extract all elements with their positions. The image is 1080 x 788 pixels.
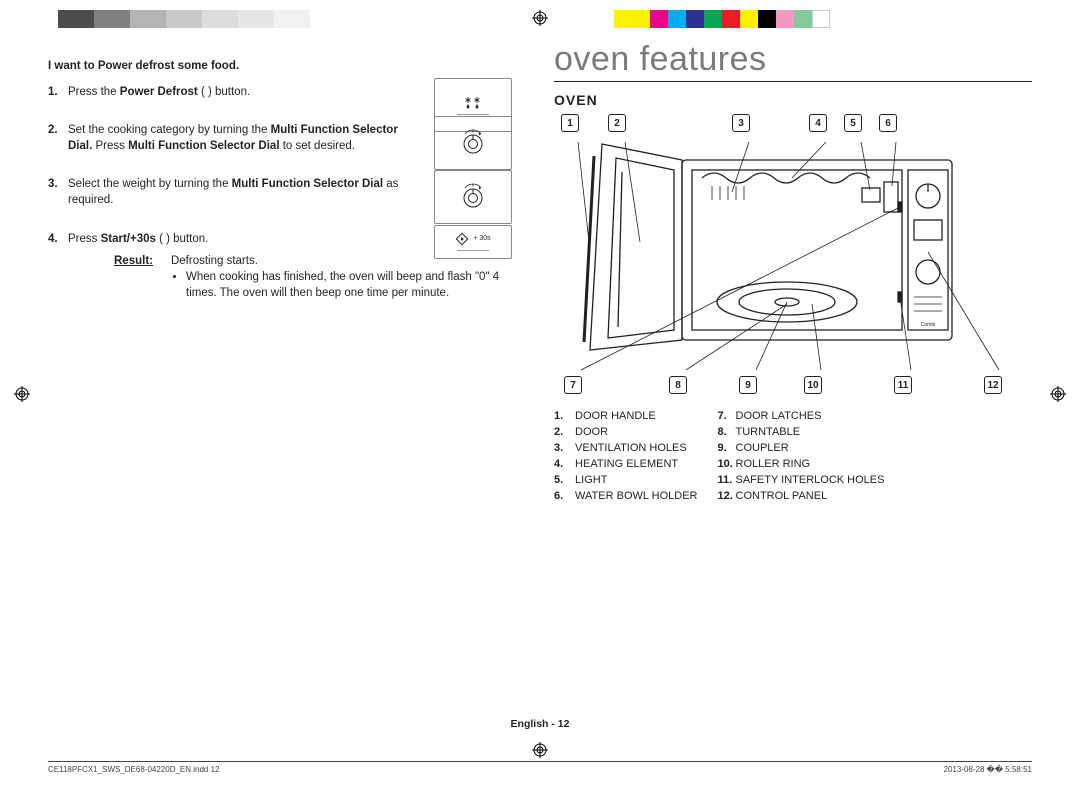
callout-2: 2	[608, 114, 626, 132]
part-item: 8.TURNTABLE	[718, 426, 885, 438]
svg-text:h: h	[472, 184, 474, 188]
result-label: Result:	[114, 253, 153, 269]
callout-11: 11	[894, 376, 912, 394]
start-diamond-icon	[455, 232, 469, 246]
callout-5: 5	[844, 114, 862, 132]
step-2: 2. Set the cooking category by turning t…	[48, 122, 526, 154]
indd-file: CE118PFCX1_SWS_DE68-04220D_EN.indd 12	[48, 765, 220, 774]
part-item: 3. VENTILATION HOLES	[554, 442, 698, 454]
section-title: oven features	[554, 40, 1032, 82]
callout-8: 8	[669, 376, 687, 394]
step-3: 3. Select the weight by turning the Mult…	[48, 176, 526, 208]
part-item: 2. DOOR	[554, 426, 698, 438]
instructions-heading: I want to Power defrost some food.	[48, 58, 526, 74]
part-item: 5. LIGHT	[554, 474, 698, 486]
callout-1: 1	[561, 114, 579, 132]
callout-9: 9	[739, 376, 757, 394]
dial-icon-box-1: h	[434, 116, 512, 170]
calibration-swatches-left	[58, 10, 310, 28]
parts-list-left: 1. DOOR HANDLE 2. DOOR 3. VENTILATION HOLE…	[554, 410, 698, 506]
callout-6: 6	[879, 114, 897, 132]
part-item: 6. WATER BOWL HOLDER	[554, 490, 698, 502]
oven-diagram: 123456	[554, 114, 1032, 404]
part-item: 10.ROLLER RING	[718, 458, 885, 470]
dial-icon: h	[459, 129, 487, 157]
dial-icon-box-2: h	[434, 170, 512, 224]
parts-list-right: 7.DOOR LATCHES 8.TURNTABLE 9.COUPLER 10.ROL…	[718, 410, 885, 506]
callout-4: 4	[809, 114, 827, 132]
svg-text:h: h	[472, 130, 474, 134]
callout-3: 3	[732, 114, 750, 132]
svg-text:Combi: Combi	[921, 322, 935, 328]
registration-mark-top	[532, 10, 548, 26]
registration-mark-bottom	[532, 742, 548, 758]
part-item: 7.DOOR LATCHES	[718, 410, 885, 422]
callout-10: 10	[804, 376, 822, 394]
indesign-slug: CE118PFCX1_SWS_DE68-04220D_EN.indd 12 20…	[48, 761, 1032, 774]
dial-icon: h	[459, 183, 487, 211]
page-footer: English - 12	[0, 718, 1080, 730]
part-item: 12.CONTROL PANEL	[718, 490, 885, 502]
callout-12: 12	[984, 376, 1002, 394]
features-column: oven features OVEN 123456	[554, 40, 1032, 732]
indd-timestamp: 2013-08-28 �� 5:58:51	[944, 765, 1032, 774]
part-item: 11.SAFETY INTERLOCK HOLES	[718, 474, 885, 486]
result-bullet: When cooking has finished, the oven will…	[186, 269, 526, 301]
start-icon-box: + 30s	[434, 225, 512, 259]
calibration-swatches-right	[614, 10, 830, 28]
result-text: Defrosting starts.	[171, 253, 258, 269]
page-content: I want to Power defrost some food. 1. Pr…	[48, 40, 1032, 732]
part-item: 1. DOOR HANDLE	[554, 410, 698, 422]
part-item: 4. HEATING ELEMENT	[554, 458, 698, 470]
parts-legend: 1. DOOR HANDLE 2. DOOR 3. VENTILATION HOLE…	[554, 410, 1032, 506]
registration-mark-right	[1050, 386, 1066, 402]
part-item: 9.COUPLER	[718, 442, 885, 454]
step-4: 4. Press Start/+30s ( ) button. + 30s	[48, 231, 526, 247]
step-1: 1. Press the Power Defrost ( ) button.	[48, 84, 526, 100]
oven-illustration: Combi	[562, 142, 1002, 372]
result-block: Result: Defrosting starts. When cooking …	[114, 253, 526, 301]
registration-mark-left	[14, 386, 30, 402]
callout-7: 7	[564, 376, 582, 394]
instructions-column: I want to Power defrost some food. 1. Pr…	[48, 40, 526, 732]
section-subtitle: OVEN	[554, 92, 1032, 108]
snowflake-drops-icon	[464, 96, 482, 110]
